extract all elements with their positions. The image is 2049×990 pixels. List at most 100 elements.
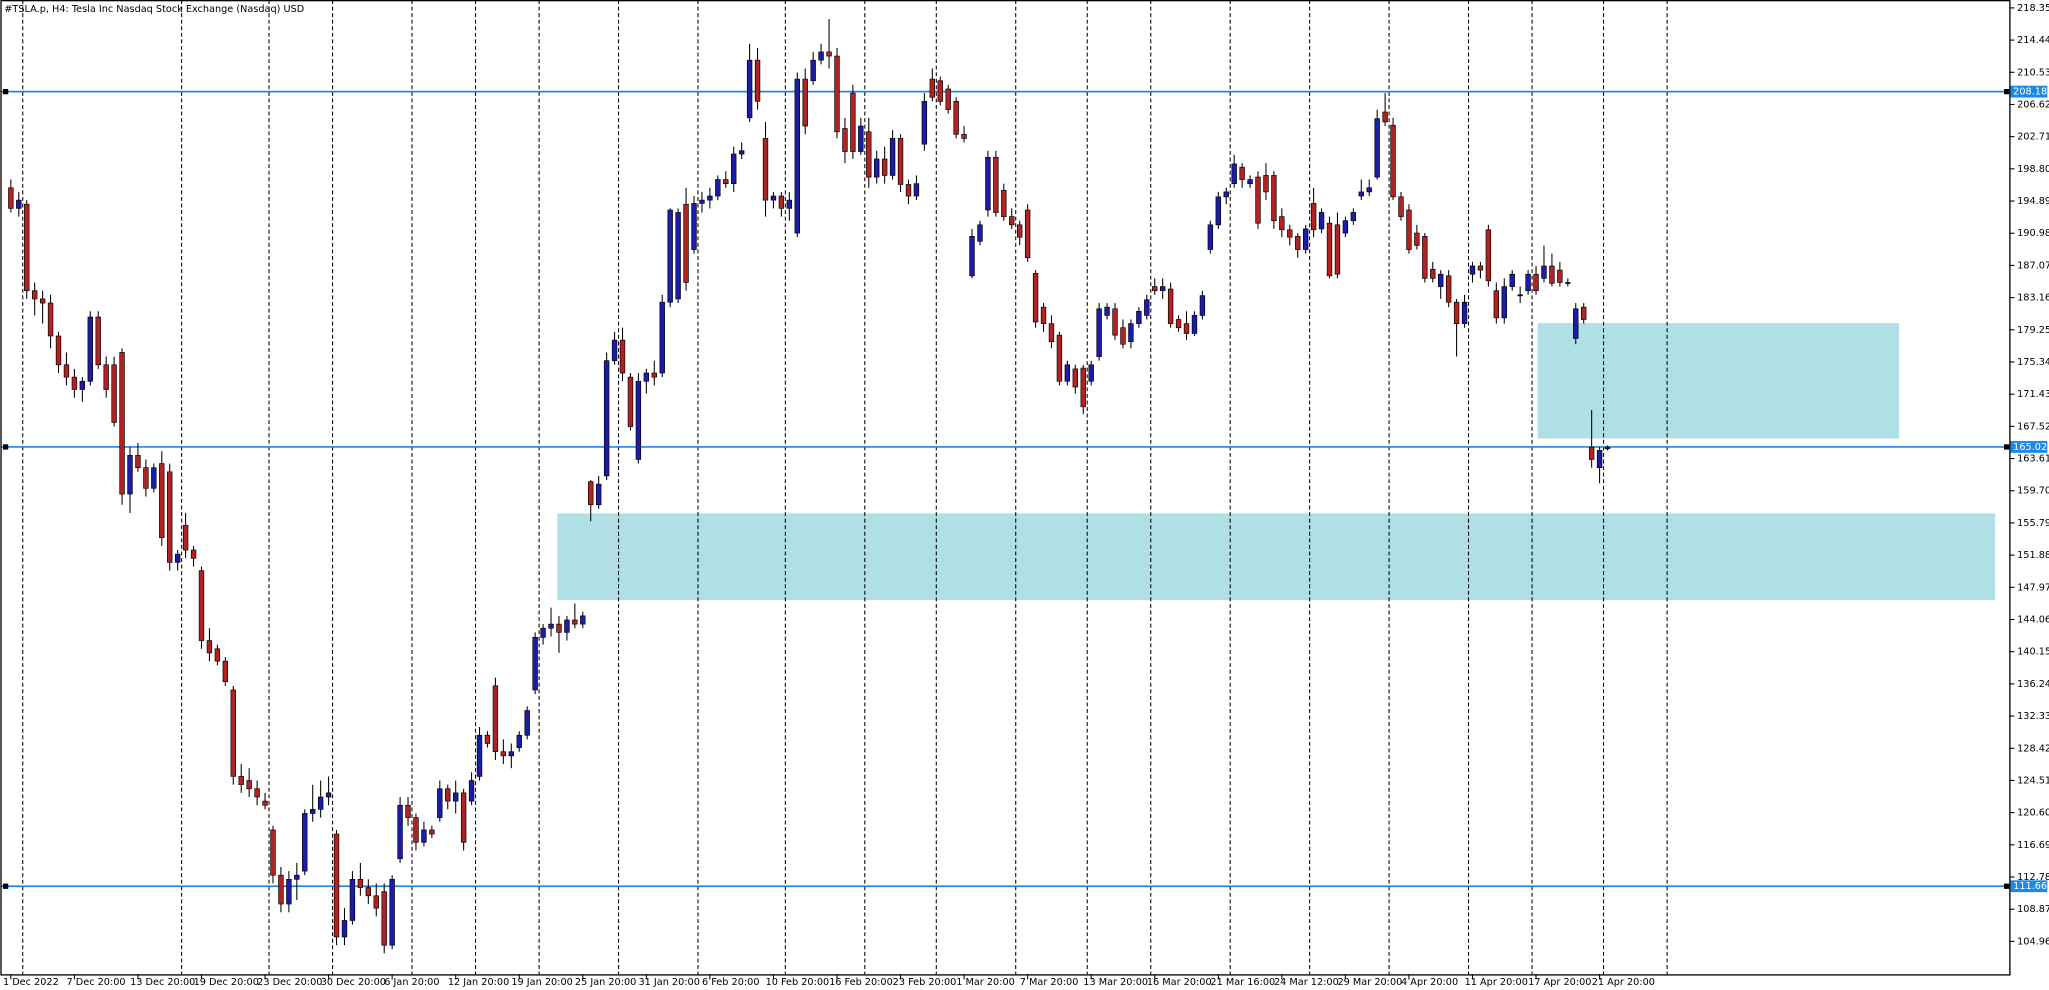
candle-body <box>746 59 753 119</box>
candle-body <box>254 788 260 798</box>
candle-body <box>881 158 888 176</box>
candle-body <box>1199 295 1206 316</box>
candle-body <box>437 788 443 818</box>
candle-body <box>1080 367 1086 408</box>
x-tick-label: 13 Dec 20:00 <box>130 977 195 988</box>
candle-body <box>317 796 324 810</box>
candle-body <box>310 809 316 814</box>
candle-body <box>1453 301 1460 324</box>
candle-body <box>897 138 904 185</box>
candle-body <box>190 549 197 559</box>
candles <box>8 19 1611 954</box>
candle-body <box>127 455 133 495</box>
candle-body <box>1255 176 1261 224</box>
candle-body <box>1009 216 1015 226</box>
y-tick-label: 194.89 <box>2017 196 2049 207</box>
candle-body <box>1406 209 1412 250</box>
candle-body <box>1191 315 1198 334</box>
plot-frame <box>0 0 2011 976</box>
level-tag-label: 165.02 <box>2013 442 2047 453</box>
candle-body <box>1263 175 1269 193</box>
candle-body <box>953 101 959 135</box>
candle-body <box>564 619 570 633</box>
x-tick-label: 7 Dec 20:00 <box>67 977 126 988</box>
x-tick-label: 6 Feb 20:00 <box>702 977 759 988</box>
y-tick-label: 190.98 <box>2017 228 2049 239</box>
candle-body <box>1032 273 1039 323</box>
candle-body <box>397 804 403 860</box>
candle-body <box>55 335 62 366</box>
x-tick-label: 1 Dec 2022 <box>3 977 59 988</box>
candle-body <box>834 55 840 133</box>
candle-body <box>556 623 562 633</box>
candle-body <box>1422 236 1428 279</box>
y-tick-label: 124.51 <box>2017 775 2049 786</box>
candle-body <box>1310 203 1317 231</box>
candle-body <box>1382 111 1388 123</box>
candle-body <box>715 179 721 197</box>
candle-body <box>635 380 642 460</box>
candle-body <box>492 685 499 753</box>
y-tick-label: 198.80 <box>2017 164 2049 175</box>
candle-body <box>405 804 411 818</box>
candle-body <box>524 710 530 736</box>
candle-body <box>651 372 657 378</box>
candle-body <box>1326 222 1333 277</box>
y-tick-label: 147.97 <box>2017 582 2049 593</box>
candle-body <box>1350 212 1357 222</box>
candle-body <box>762 138 769 201</box>
level-tag <box>2010 441 2048 453</box>
candle-body <box>1549 265 1555 284</box>
candle-body <box>484 734 491 744</box>
candle-body <box>341 920 348 938</box>
candle-body <box>794 78 800 234</box>
candle-body <box>1573 308 1579 339</box>
candle-body <box>691 203 697 250</box>
candle-body <box>159 463 165 538</box>
candle-body <box>1120 327 1126 345</box>
candle-body <box>516 734 522 748</box>
y-tick-label: 128.42 <box>2017 743 2049 754</box>
level-tag <box>2010 880 2048 893</box>
x-tick-label: 10 Feb 20:00 <box>766 977 830 988</box>
candle-body <box>1112 308 1118 336</box>
candle-body <box>39 298 46 304</box>
candle-body <box>1017 224 1023 238</box>
candle-body <box>1088 364 1094 382</box>
candle-body <box>1438 273 1444 287</box>
candle-body <box>71 376 78 390</box>
candle-body <box>667 209 673 303</box>
candle-body <box>278 874 284 905</box>
candle-body <box>1604 446 1611 450</box>
candle-body <box>1231 163 1237 184</box>
y-tick-label: 210.53 <box>2017 67 2049 78</box>
candle-body <box>731 153 737 184</box>
x-tick-label: 23 Feb 20:00 <box>893 977 957 988</box>
level-handle <box>2 89 9 95</box>
candle-body <box>1183 323 1190 334</box>
candle-body <box>858 125 864 152</box>
candle-body <box>381 891 387 946</box>
candle-body <box>1342 220 1349 234</box>
candle-body <box>921 101 928 145</box>
candle-body <box>79 380 86 390</box>
y-tick-label: 163.61 <box>2017 454 2049 465</box>
candle-body <box>357 878 364 888</box>
x-tick-label: 13 Mar 20:00 <box>1083 977 1148 988</box>
y-tick-label: 175.34 <box>2017 357 2049 368</box>
candle-body <box>1334 224 1341 275</box>
x-tick-label: 7 Mar 20:00 <box>1020 977 1079 988</box>
candle-body <box>826 51 832 57</box>
candle-body <box>373 895 379 909</box>
x-tick-label: 16 Mar 20:00 <box>1147 977 1212 988</box>
candle-body <box>1517 294 1523 297</box>
candle-body <box>119 352 125 495</box>
candle-body <box>429 829 435 835</box>
candle-body <box>770 195 777 201</box>
x-tick-label: 24 Mar 12:00 <box>1274 977 1339 988</box>
candle-body <box>294 874 300 880</box>
x-tick-label: 29 Mar 20:00 <box>1338 977 1403 988</box>
candle-body <box>937 80 943 102</box>
y-tick-label: 179.25 <box>2017 325 2049 336</box>
